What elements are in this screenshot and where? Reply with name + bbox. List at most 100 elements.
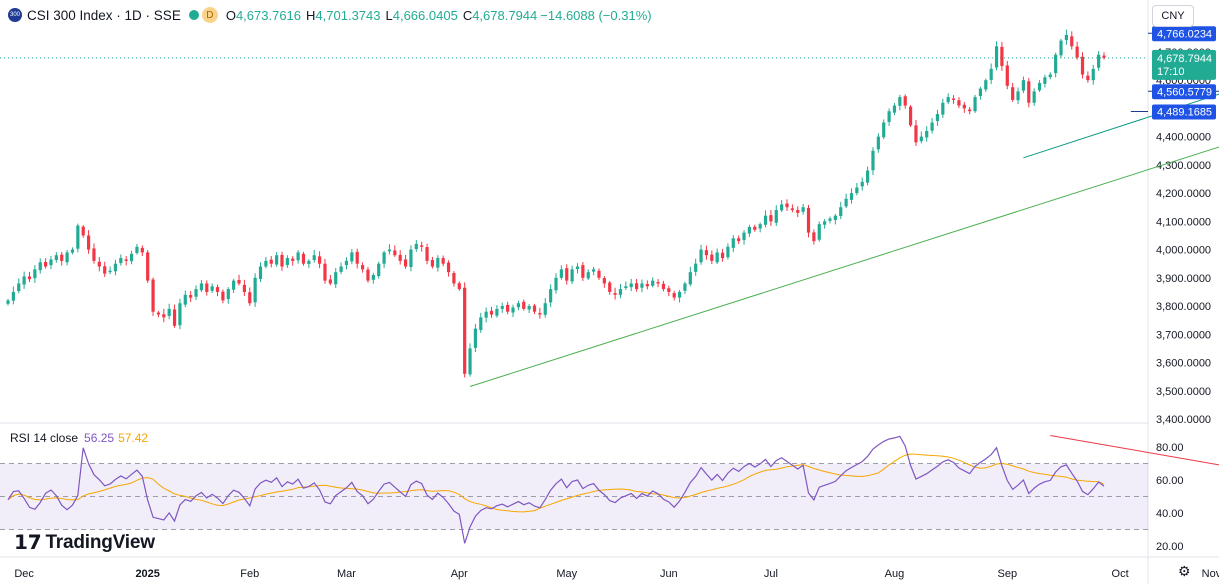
candle-body <box>221 291 225 301</box>
candle-body <box>22 276 26 285</box>
candle-body <box>651 280 655 286</box>
candle-body <box>151 279 155 312</box>
candle-body <box>683 283 687 291</box>
price-tick-label: 3,700.0000 <box>1156 329 1211 341</box>
candle-body <box>823 221 827 225</box>
candle-body <box>796 210 800 213</box>
candle-body <box>291 258 295 261</box>
rsi-tick-label: 80.00 <box>1156 442 1184 454</box>
time-tick-label: May <box>556 568 577 580</box>
candle-body <box>479 317 483 331</box>
candle-body <box>565 268 569 281</box>
candle-body <box>866 170 870 183</box>
candle-body <box>280 254 284 267</box>
close-label: C <box>462 7 473 23</box>
candle-body <box>366 269 370 281</box>
index-logo-icon: 300 <box>8 8 22 22</box>
candle-body <box>726 246 730 258</box>
candle-body <box>97 261 101 267</box>
price-tick-label: 3,400.0000 <box>1156 414 1211 426</box>
candle-body <box>414 243 418 250</box>
candle-body <box>694 263 698 272</box>
candle-body <box>178 303 182 326</box>
change-value: −14.6088 (−0.31%) <box>540 7 652 23</box>
candle-body <box>285 258 289 266</box>
candle-body <box>167 308 171 316</box>
candle-body <box>753 226 757 230</box>
candle-body <box>301 253 306 264</box>
last-price-text: 4,678.7944 <box>1157 53 1212 65</box>
candle-body <box>124 259 128 261</box>
open-value: 4,673.7616 <box>235 7 302 23</box>
candle-body <box>941 102 945 115</box>
candle-body <box>1043 77 1047 84</box>
candle-body <box>592 269 596 272</box>
high-label: H <box>306 7 316 23</box>
candle-body <box>140 247 144 253</box>
candle-body <box>70 249 75 253</box>
candle-body <box>871 150 875 171</box>
candle-body <box>194 289 198 297</box>
rsi-ma-line <box>7 453 1105 513</box>
candle-body <box>253 277 257 303</box>
candle-body <box>962 104 966 109</box>
candle-body <box>307 260 311 264</box>
candle-body <box>699 249 703 263</box>
candle-body <box>76 225 80 249</box>
candle-body <box>1059 40 1063 56</box>
rsi-ma-value: 57.42 <box>118 431 149 445</box>
candle-body <box>989 68 993 80</box>
rsi-title[interactable]: RSI 14 close <box>10 431 79 445</box>
candle-body <box>1070 36 1074 47</box>
tradingview-logo[interactable]: 𝟭𝟳 TradingView <box>14 530 155 555</box>
candle-body <box>978 88 983 96</box>
candle-body <box>441 258 445 264</box>
candle-body <box>640 283 644 288</box>
candle-body <box>275 255 279 265</box>
candle-body <box>420 245 424 247</box>
candle-body <box>629 283 633 288</box>
candle-body <box>312 255 316 261</box>
candle-body <box>925 130 929 138</box>
candle-body <box>1080 56 1085 75</box>
candle-body <box>801 207 805 212</box>
candles <box>6 29 1106 378</box>
candle-body <box>232 280 236 290</box>
candle-body <box>559 269 563 278</box>
candle-body <box>237 280 241 284</box>
time-tick-label: Mar <box>337 568 356 580</box>
high-value: 4,701.3743 <box>315 7 381 23</box>
candle-body <box>908 106 913 126</box>
candle-body <box>957 100 961 106</box>
candle-body <box>183 294 187 305</box>
time-tick-label: 2025 <box>135 568 159 580</box>
time-tick-label: Oct <box>1112 568 1129 580</box>
candle-body <box>742 232 746 240</box>
candle-body <box>452 273 456 284</box>
candle-body <box>1016 91 1020 101</box>
currency-button[interactable]: CNY <box>1152 5 1194 27</box>
candle-body <box>1037 82 1042 91</box>
symbol-title[interactable]: CSI 300 Index · 1D · SSE <box>27 7 181 23</box>
open-label: O <box>225 7 236 23</box>
candle-body <box>11 291 15 301</box>
delayed-data-badge[interactable]: D <box>201 7 218 23</box>
price-tick-label: 4,300.0000 <box>1156 160 1211 172</box>
price-level-badge <box>1152 84 1216 100</box>
candle-body <box>903 96 907 106</box>
candle-body <box>17 283 21 292</box>
candle-body <box>38 262 42 271</box>
candle-body <box>586 272 590 279</box>
candle-body <box>844 198 848 207</box>
candle-body <box>763 215 768 225</box>
candle-body <box>973 97 977 112</box>
candle-body <box>677 291 682 298</box>
candle-body <box>468 348 472 375</box>
gear-icon[interactable]: ⚙ <box>1178 563 1191 579</box>
candle-body <box>575 266 580 270</box>
rsi-divergence-line <box>1050 434 1219 466</box>
candle-body <box>215 287 220 292</box>
candle-body <box>27 276 32 280</box>
time-tick-label: Jul <box>764 568 778 580</box>
candle-body <box>457 283 461 290</box>
